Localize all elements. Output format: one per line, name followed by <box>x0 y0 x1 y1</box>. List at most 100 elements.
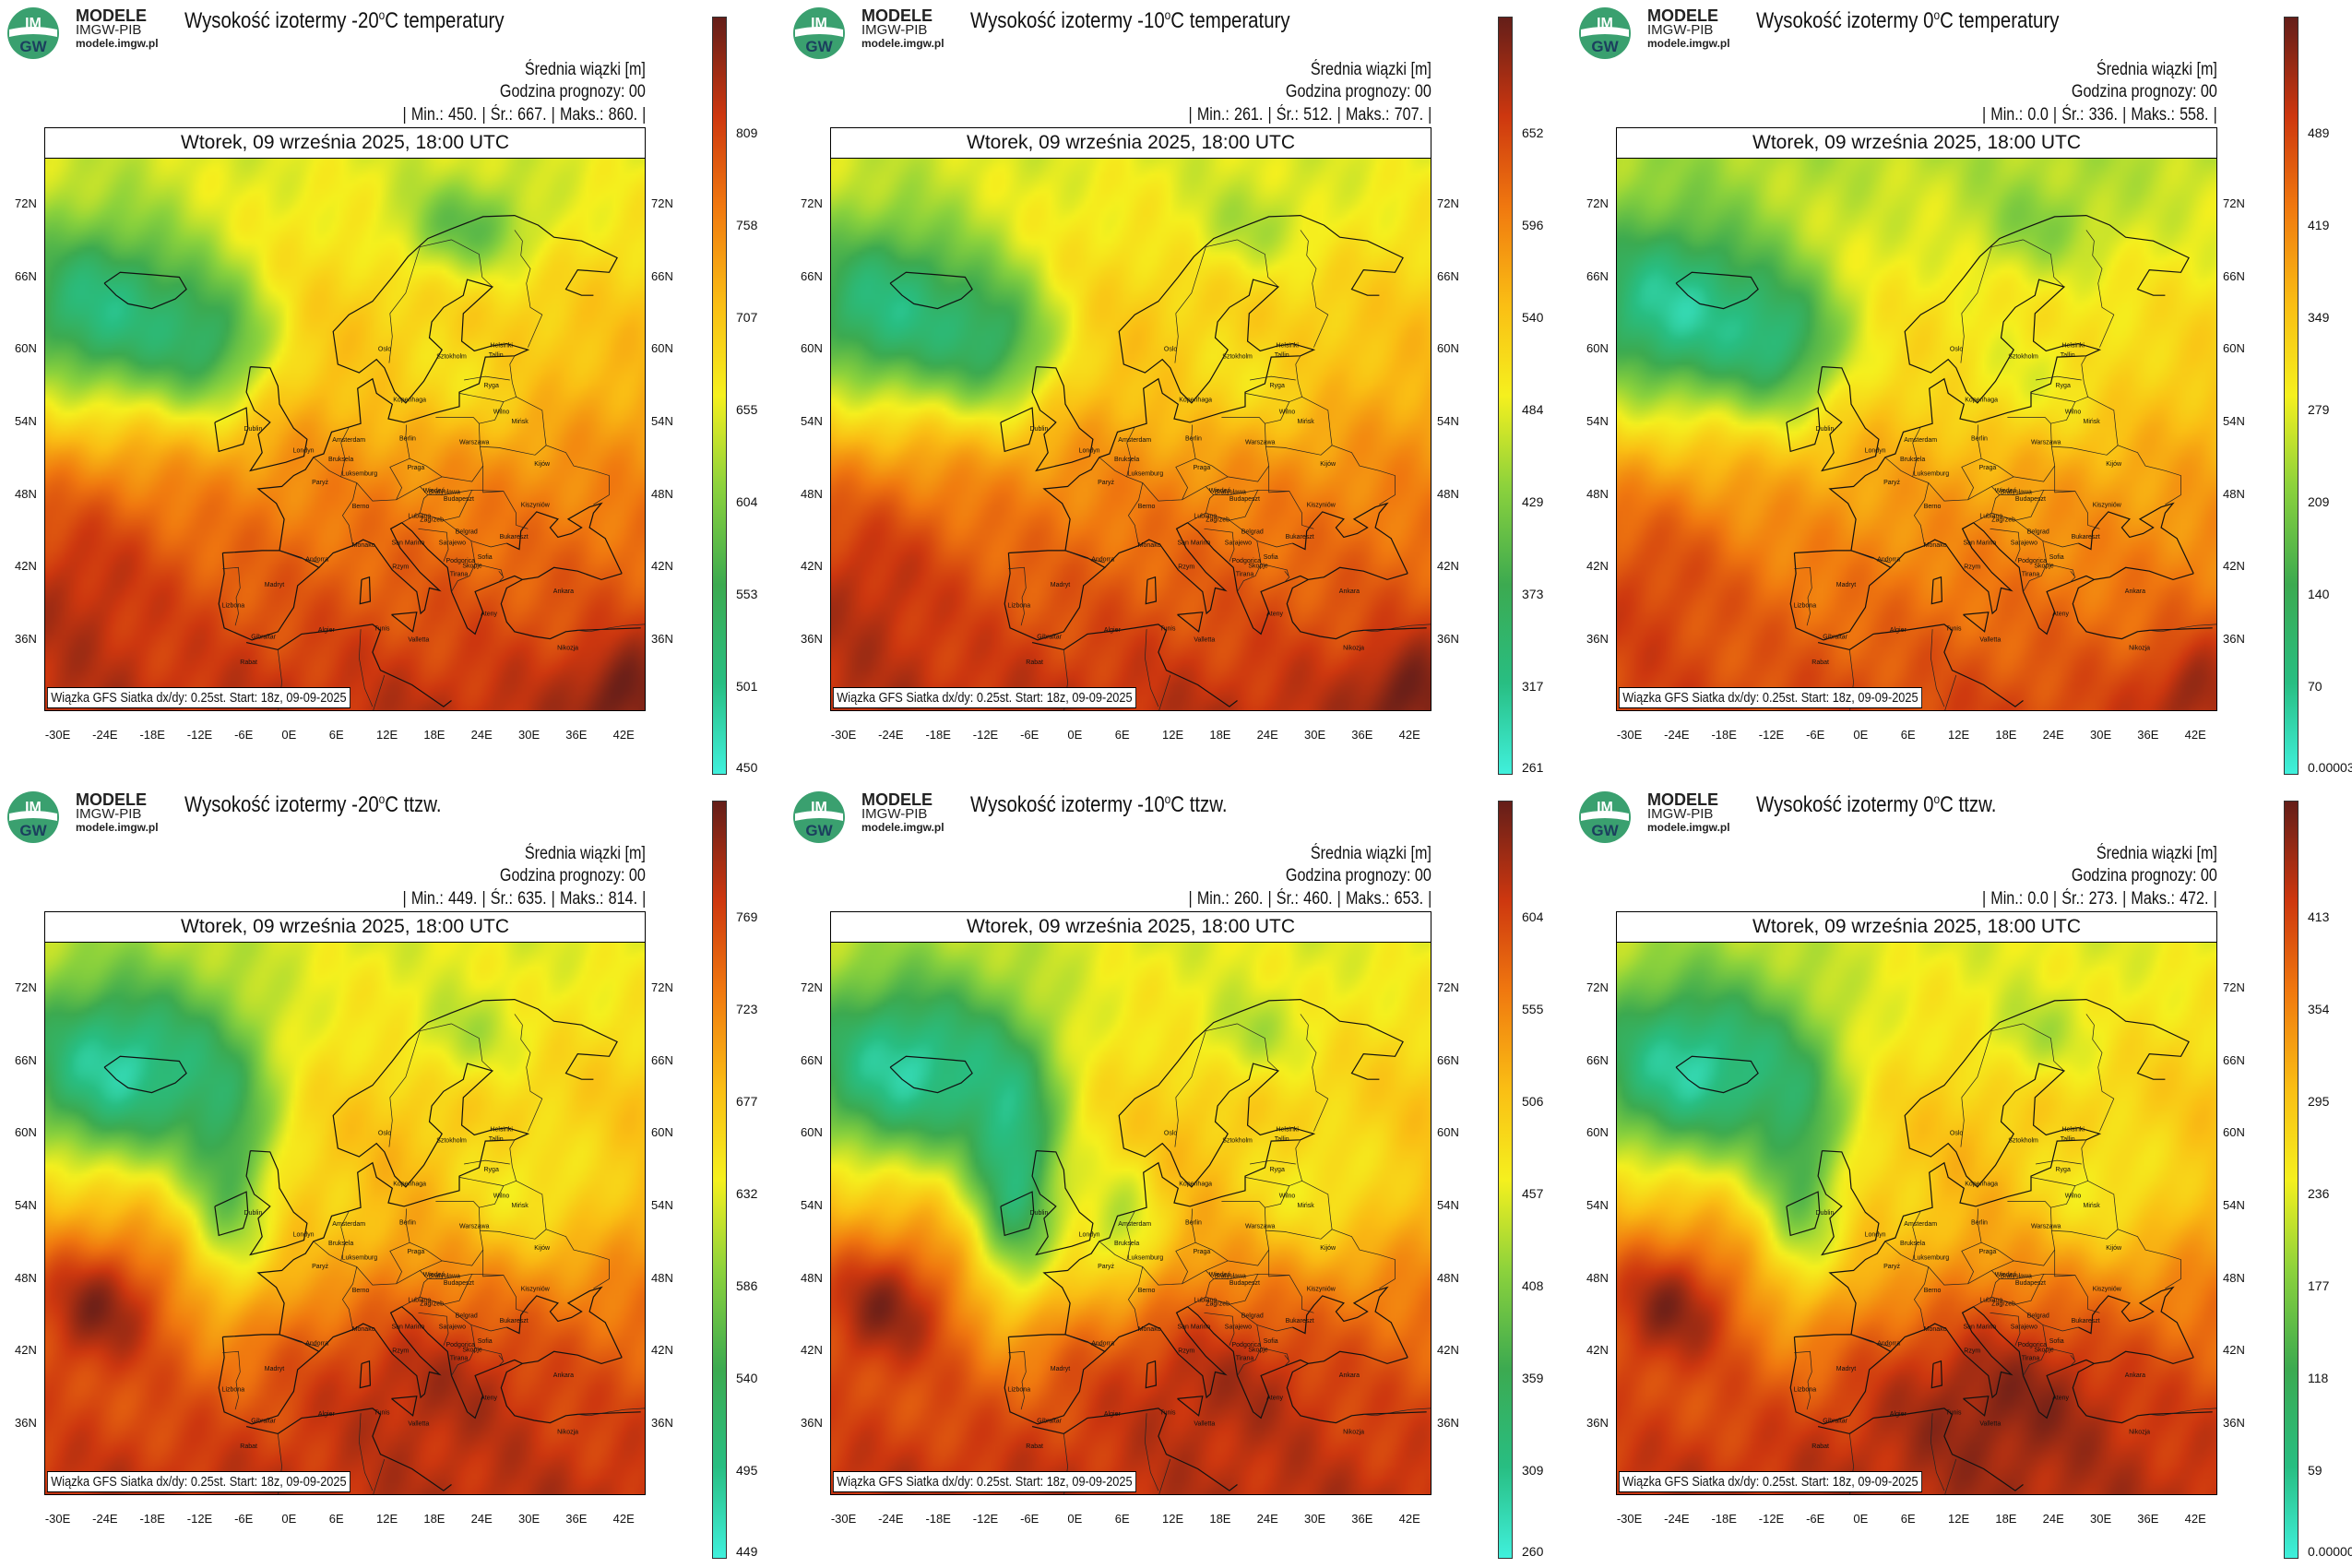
colorbar-tick-label: 373 <box>1522 587 1544 601</box>
stat-sep: | <box>551 889 555 909</box>
country-border <box>1944 674 1957 710</box>
stat-sep: | <box>2122 105 2127 125</box>
units-label: Średnia wiązki [m] <box>1310 60 1431 79</box>
lon-tick-label: 30E <box>2089 1512 2112 1526</box>
colorbar <box>2284 17 2299 775</box>
lon-tick-label: 36E <box>1351 1512 1373 1526</box>
logo-line3: modele.imgw.pl <box>1647 821 1730 834</box>
lon-tick-label: 12E <box>1948 728 1970 742</box>
coastline <box>1817 624 2024 707</box>
imgw-logo-text: MODELE IMGW-PIB modele.imgw.pl <box>1647 791 1730 835</box>
city-label: Budapeszt <box>444 496 474 503</box>
country-border <box>420 1270 472 1279</box>
coastline <box>500 1362 641 1424</box>
city-label: Algier <box>318 627 336 634</box>
city-label: Luksemburg <box>1914 471 1950 478</box>
lon-tick-label: 0E <box>1067 1512 1083 1526</box>
lat-tick-label-left: 48N <box>1586 1270 1609 1285</box>
lat-tick-label-right: 72N <box>651 980 673 994</box>
country-border <box>451 1023 493 1072</box>
colorbar-tick-label: 555 <box>1522 1002 1544 1016</box>
country-border <box>1991 486 2044 495</box>
lon-tick-label: -24E <box>1664 1512 1690 1526</box>
country-border <box>577 1408 645 1417</box>
city-label: Berno <box>1924 504 1942 510</box>
country-border <box>2036 375 2082 381</box>
city-label: Kiszyniów <box>521 503 551 509</box>
country-border <box>1204 528 1235 562</box>
city-label: Monako <box>1924 542 1947 549</box>
city-label: Nikozja <box>1343 645 1364 651</box>
city-label: Helsinki <box>1276 1127 1299 1134</box>
lat-tick-label-right: 72N <box>1437 980 1459 994</box>
lat-tick-label-left: 72N <box>1586 980 1609 994</box>
country-border <box>1912 426 1921 477</box>
country-border <box>1126 426 1135 477</box>
city-label: Sztokholm <box>436 1137 467 1144</box>
logo-line3: modele.imgw.pl <box>861 37 944 50</box>
imgw-logo-mark: IM GW <box>1577 790 1633 845</box>
colorbar-tick-label: 59 <box>2308 1463 2322 1478</box>
city-label: Nikozja <box>1343 1429 1364 1435</box>
colorbar-tick-label: 408 <box>1522 1278 1544 1293</box>
city-label: Berno <box>1924 1288 1942 1294</box>
city-label: Gibraltar <box>1037 1419 1063 1425</box>
city-label: Ryga <box>2056 1167 2071 1173</box>
lon-tick-label: -6E <box>1020 1512 1039 1526</box>
colorbar-tick-label: 540 <box>736 1371 758 1385</box>
country-border <box>1980 1201 2056 1266</box>
country-border <box>1064 1334 1105 1348</box>
lat-tick-label-right: 48N <box>651 486 673 501</box>
colorbar-tick-label: 449 <box>736 1544 758 1559</box>
country-border <box>1300 1014 1329 1132</box>
country-border <box>279 550 319 564</box>
country-border <box>1261 1347 1289 1360</box>
city-label: Bratysława <box>1215 489 1246 495</box>
country-border <box>1930 1413 1945 1491</box>
colorbar-tick-label: 632 <box>736 1186 758 1201</box>
city-label: Rabat <box>1812 659 1829 666</box>
country-border <box>2087 1180 2119 1229</box>
city-label: Kiszyniów <box>521 1287 551 1293</box>
forecast-hour: Godzina prognozy: 00 <box>1285 82 1431 101</box>
stat-sep: | <box>1267 105 1272 125</box>
stat-sep: | <box>641 889 646 909</box>
lon-tick-label: -12E <box>1758 728 1785 742</box>
country-border <box>420 486 472 495</box>
title-text: Wysokość izotermy 0 <box>1756 8 1934 33</box>
mean-label: Śr.: <box>1276 889 1299 909</box>
city-label: Budapeszt <box>444 1280 474 1287</box>
country-border <box>1991 1270 2044 1279</box>
map-frame: Wtorek, 09 września 2025, 18:00 UTC Oslo S… <box>44 911 646 1495</box>
lon-tick-label: 42E <box>1398 728 1420 742</box>
city-label: Skopje <box>2034 1347 2054 1353</box>
city-label: Ankara <box>1339 588 1360 595</box>
city-label: Mińsk <box>1298 419 1315 425</box>
city-label: Tallin <box>489 1136 504 1143</box>
imgw-logo-mark: IM GW <box>791 790 847 845</box>
city-label: Tallin <box>1275 1136 1289 1143</box>
country-border <box>1244 1177 1289 1186</box>
model-info-footer: Wiązka GFS Siatka dx/dy: 0.25st. Start: … <box>1619 687 1922 708</box>
city-label: Rabat <box>240 1443 257 1450</box>
city-label: Kijów <box>534 461 551 468</box>
country-border <box>1206 489 1314 529</box>
country-border <box>373 1458 386 1494</box>
colorbar-tick-label: 723 <box>736 1002 758 1016</box>
mean-label: Śr.: <box>490 889 513 909</box>
max-value: 558. <box>2180 105 2209 125</box>
city-label: Tunis <box>1160 625 1176 632</box>
coastline <box>1817 1150 1880 1256</box>
city-label: Rzym <box>1178 564 1194 571</box>
chart-title: Wysokość izotermy 0oC ttzw. <box>1756 791 1996 818</box>
degree-symbol: o <box>378 7 386 22</box>
lat-tick-label-left: 72N <box>15 196 37 210</box>
city-label: Dublin <box>244 1210 263 1217</box>
chart-title: Wysokość izotermy -10oC temperatury <box>970 7 1290 34</box>
lat-tick-label-right: 48N <box>1437 486 1459 501</box>
model-info-footer: Wiązka GFS Siatka dx/dy: 0.25st. Start: … <box>833 687 1136 708</box>
city-label: Bratysława <box>1215 1273 1246 1279</box>
country-border <box>1229 1303 1293 1332</box>
city-label: Zagrzeb <box>1991 517 2015 523</box>
city-label: Ateny <box>1266 612 1283 618</box>
